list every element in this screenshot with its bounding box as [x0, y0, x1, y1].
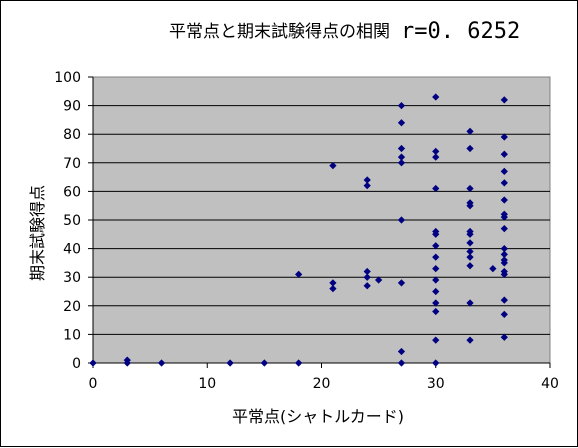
x-tick-label: 0: [89, 376, 98, 392]
data-point: [500, 296, 508, 304]
data-point: [500, 256, 508, 264]
data-point: [500, 196, 508, 204]
data-point: [226, 359, 234, 367]
data-point: [466, 239, 474, 247]
data-point: [363, 267, 371, 276]
data-point: [466, 299, 474, 307]
x-axis-label: 平常点(シャトルカード): [232, 407, 404, 426]
y-tick-label: 30: [63, 270, 81, 286]
data-point: [432, 184, 440, 193]
data-point: [500, 133, 508, 141]
y-tick-label: 0: [72, 356, 81, 372]
data-point: [397, 216, 406, 224]
data-point: [466, 127, 474, 135]
data-point: [89, 359, 97, 367]
data-point: [466, 227, 474, 236]
data-point: [329, 279, 337, 287]
data-point: [466, 199, 474, 207]
x-tick-label: 30: [427, 376, 445, 392]
data-point: [397, 159, 406, 167]
y-axis-ticks: 0 10 20 30 40 50 60 70 80 90 100: [54, 70, 93, 372]
data-point: [500, 244, 508, 253]
data-point: [157, 359, 166, 367]
data-point: [397, 144, 406, 153]
data-point: [500, 210, 508, 218]
data-point: [123, 356, 131, 364]
data-point: [397, 347, 406, 356]
data-point: [500, 250, 508, 258]
data-point: [397, 101, 406, 110]
x-tick-label: 10: [198, 376, 216, 392]
chart-title: 平常点と期末試験得点の相関: [169, 22, 390, 42]
data-point: [432, 147, 440, 155]
data-point: [466, 262, 474, 270]
data-point: [500, 150, 508, 158]
y-tick-label: 70: [63, 156, 81, 172]
data-point: [397, 279, 406, 287]
data-point: [466, 336, 474, 344]
data-point: [466, 247, 474, 256]
data-point: [397, 359, 406, 367]
data-point: [500, 267, 508, 276]
data-point: [363, 182, 371, 190]
y-tick-label: 50: [63, 213, 81, 229]
y-tick-label: 10: [63, 327, 81, 343]
correlation-annotation: r=0. 6252: [401, 19, 520, 44]
data-point: [500, 167, 508, 176]
y-tick-label: 60: [63, 184, 81, 200]
data-point: [489, 264, 497, 273]
data-point: [466, 144, 474, 153]
data-point: [329, 162, 337, 170]
data-point: [500, 333, 508, 341]
data-point: [432, 336, 440, 344]
data-point: [432, 359, 440, 367]
data-point: [432, 276, 440, 284]
data-point: [397, 119, 406, 127]
data-point: [432, 227, 440, 236]
data-point: [363, 282, 371, 290]
data-point: [500, 179, 508, 187]
data-point: [466, 184, 474, 193]
data-point: [363, 273, 371, 281]
data-point: [432, 299, 440, 307]
data-point: [432, 253, 440, 261]
data-point: [375, 276, 383, 284]
data-point: [260, 359, 268, 367]
data-point: [432, 242, 440, 250]
data-point: [363, 176, 371, 184]
data-points: [89, 93, 508, 367]
gridlines: [93, 105, 550, 335]
data-point: [466, 253, 474, 261]
x-tick-label: 40: [541, 376, 559, 392]
y-tick-label: 100: [54, 70, 81, 86]
y-axis-label: 期末試験得点: [28, 185, 47, 281]
data-point: [295, 270, 303, 278]
y-tick-label: 40: [63, 242, 81, 258]
data-point: [432, 307, 440, 316]
data-point: [295, 359, 303, 367]
data-point: [432, 153, 440, 161]
y-tick-label: 20: [63, 299, 81, 315]
x-axis-ticks: 0 10 20 30 40: [89, 363, 559, 392]
data-point: [500, 310, 508, 319]
data-point: [432, 93, 440, 101]
data-point: [432, 287, 440, 296]
data-point: [329, 285, 337, 293]
x-tick-label: 20: [313, 376, 331, 392]
y-tick-label: 90: [63, 99, 81, 115]
data-point: [397, 153, 406, 161]
data-point: [500, 96, 508, 104]
data-point: [500, 224, 508, 233]
y-tick-label: 80: [63, 127, 81, 143]
data-point: [432, 264, 440, 273]
